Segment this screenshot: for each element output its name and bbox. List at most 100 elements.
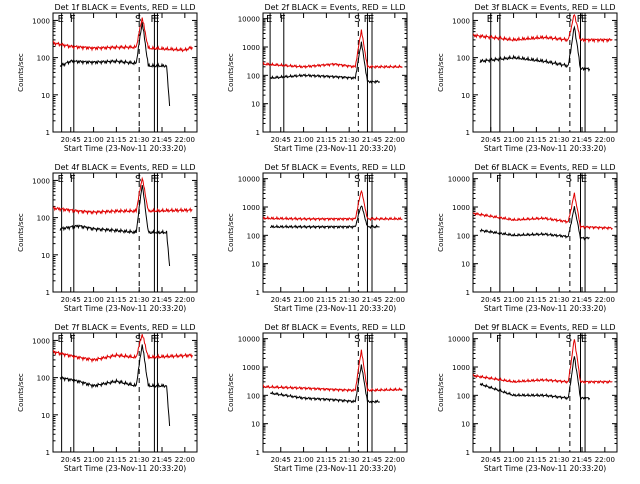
marker-label: F bbox=[70, 14, 76, 25]
x-tick-label: 22:00 bbox=[595, 456, 615, 464]
axes-frame bbox=[52, 172, 198, 293]
y-tick-label: 1000 bbox=[452, 364, 470, 372]
x-tick-label: 21:30 bbox=[129, 296, 149, 304]
x-tick-label: 21:00 bbox=[83, 296, 103, 304]
x-tick-label: 21:45 bbox=[152, 136, 172, 144]
y-tick-label: 100 bbox=[457, 232, 470, 240]
lld-series-line bbox=[53, 176, 193, 216]
x-axis-label: Start Time (23-Nov-11 20:33:20) bbox=[64, 144, 186, 153]
y-tick-label: 10 bbox=[41, 412, 50, 420]
x-tick-label: 20:45 bbox=[481, 456, 501, 464]
events-series-line bbox=[59, 344, 171, 427]
y-axis-label: Counts/sec bbox=[227, 53, 235, 92]
marker-label: E bbox=[153, 14, 159, 25]
y-tick-label: 1000 bbox=[242, 44, 260, 52]
x-tick-label: 21:15 bbox=[526, 456, 546, 464]
x-tick-label: 21:15 bbox=[106, 456, 126, 464]
chart-panel-1: Det 1f BLACK = Events, RED = LLD 1 10 100 10… bbox=[17, 3, 198, 153]
x-tick-label: 21:45 bbox=[362, 296, 382, 304]
x-tick-label: 21:00 bbox=[83, 136, 103, 144]
chart-panel-8: Det 8f BLACK = Events, RED = LLD 1 10 100 10… bbox=[227, 323, 408, 473]
chart-panel-2: Det 2f BLACK = Events, RED = LLD 1 10 100 10… bbox=[227, 3, 408, 153]
events-series-line bbox=[479, 206, 590, 242]
x-axis-label: Start Time (23-Nov-11 20:33:20) bbox=[484, 144, 606, 153]
lld-series-line bbox=[53, 334, 193, 364]
marker-label: E bbox=[368, 174, 374, 185]
marker-label: S bbox=[354, 14, 360, 25]
axes-frame bbox=[52, 12, 198, 133]
x-tick-label: 21:30 bbox=[339, 296, 359, 304]
events-series-line bbox=[59, 22, 171, 107]
axes-frame bbox=[472, 172, 618, 293]
y-tick-label: 100 bbox=[37, 215, 50, 223]
marker-label: F bbox=[496, 14, 502, 25]
marker-label: F bbox=[364, 14, 370, 25]
y-tick-label: 10 bbox=[41, 92, 50, 100]
lld-series-line bbox=[263, 189, 403, 222]
marker-label: E bbox=[581, 334, 587, 345]
x-tick-label: 20:45 bbox=[271, 296, 291, 304]
marker-label: S bbox=[354, 334, 360, 345]
x-tick-label: 22:00 bbox=[385, 296, 405, 304]
x-tick-label: 22:00 bbox=[385, 456, 405, 464]
chart-panel-7: Det 7f BLACK = Events, RED = LLD 1 10 100 10… bbox=[17, 323, 198, 473]
chart-panel-6: Det 6f BLACK = Events, RED = LLD 1 10 100 10… bbox=[437, 163, 618, 313]
x-tick-label: 22:00 bbox=[175, 296, 195, 304]
y-axis-label: Counts/sec bbox=[17, 213, 25, 252]
axes-frame bbox=[262, 12, 408, 133]
x-tick-label: 20:45 bbox=[481, 296, 501, 304]
x-tick-label: 21:15 bbox=[526, 296, 546, 304]
events-series-line bbox=[479, 356, 591, 401]
x-tick-label: 21:45 bbox=[572, 296, 592, 304]
y-tick-label: 1000 bbox=[452, 204, 470, 212]
events-series-line bbox=[479, 25, 591, 73]
chart-panel-5: Det 5f BLACK = Events, RED = LLD 1 10 100 10… bbox=[227, 163, 408, 313]
x-tick-label: 21:30 bbox=[549, 136, 569, 144]
marker-label: F bbox=[151, 334, 157, 345]
marker-label: F bbox=[577, 14, 583, 25]
y-axis-label: Counts/sec bbox=[437, 53, 445, 92]
x-tick-label: 21:15 bbox=[316, 136, 336, 144]
y-tick-label: 10 bbox=[461, 261, 470, 269]
x-tick-label: 21:15 bbox=[106, 296, 126, 304]
y-tick-label: 1 bbox=[256, 289, 260, 297]
x-tick-label: 21:30 bbox=[129, 456, 149, 464]
chart-panel-9: Det 9f BLACK = Events, RED = LLD 1 10 100 10… bbox=[437, 323, 618, 473]
x-tick-label: 21:15 bbox=[316, 456, 336, 464]
lld-series-line bbox=[473, 339, 613, 385]
events-series-line bbox=[269, 41, 380, 85]
marker-label: F bbox=[70, 174, 76, 185]
chart-title: Det 3f BLACK = Events, RED = LLD bbox=[474, 3, 615, 12]
events-series-line bbox=[269, 364, 380, 404]
y-tick-label: 1 bbox=[256, 129, 260, 137]
marker-label: F bbox=[364, 174, 370, 185]
x-tick-label: 20:45 bbox=[481, 136, 501, 144]
chart-panel-3: Det 3f BLACK = Events, RED = LLD 1 10 100 10… bbox=[437, 3, 618, 153]
lld-series-line bbox=[263, 29, 403, 70]
marker-label: F bbox=[151, 174, 157, 185]
x-tick-label: 21:00 bbox=[83, 456, 103, 464]
x-tick-label: 21:15 bbox=[106, 136, 126, 144]
lld-series-line bbox=[473, 192, 613, 231]
y-tick-label: 1 bbox=[256, 449, 260, 457]
x-tick-label: 21:00 bbox=[293, 296, 313, 304]
marker-label: F bbox=[151, 14, 157, 25]
x-tick-label: 20:45 bbox=[61, 136, 81, 144]
x-tick-label: 21:30 bbox=[549, 456, 569, 464]
y-tick-label: 100 bbox=[37, 375, 50, 383]
marker-label: E bbox=[581, 14, 587, 25]
axes-frame bbox=[472, 12, 618, 133]
y-tick-label: 10000 bbox=[238, 176, 260, 184]
y-tick-label: 10 bbox=[251, 261, 260, 269]
x-tick-label: 21:45 bbox=[362, 136, 382, 144]
y-tick-label: 100 bbox=[247, 392, 260, 400]
x-tick-label: 21:30 bbox=[129, 136, 149, 144]
y-tick-label: 10 bbox=[461, 92, 470, 100]
x-tick-label: 22:00 bbox=[175, 456, 195, 464]
x-tick-label: 22:00 bbox=[385, 136, 405, 144]
y-tick-label: 10 bbox=[41, 252, 50, 260]
x-tick-label: 21:45 bbox=[572, 456, 592, 464]
y-axis-label: Counts/sec bbox=[17, 373, 25, 412]
x-tick-label: 21:45 bbox=[152, 296, 172, 304]
